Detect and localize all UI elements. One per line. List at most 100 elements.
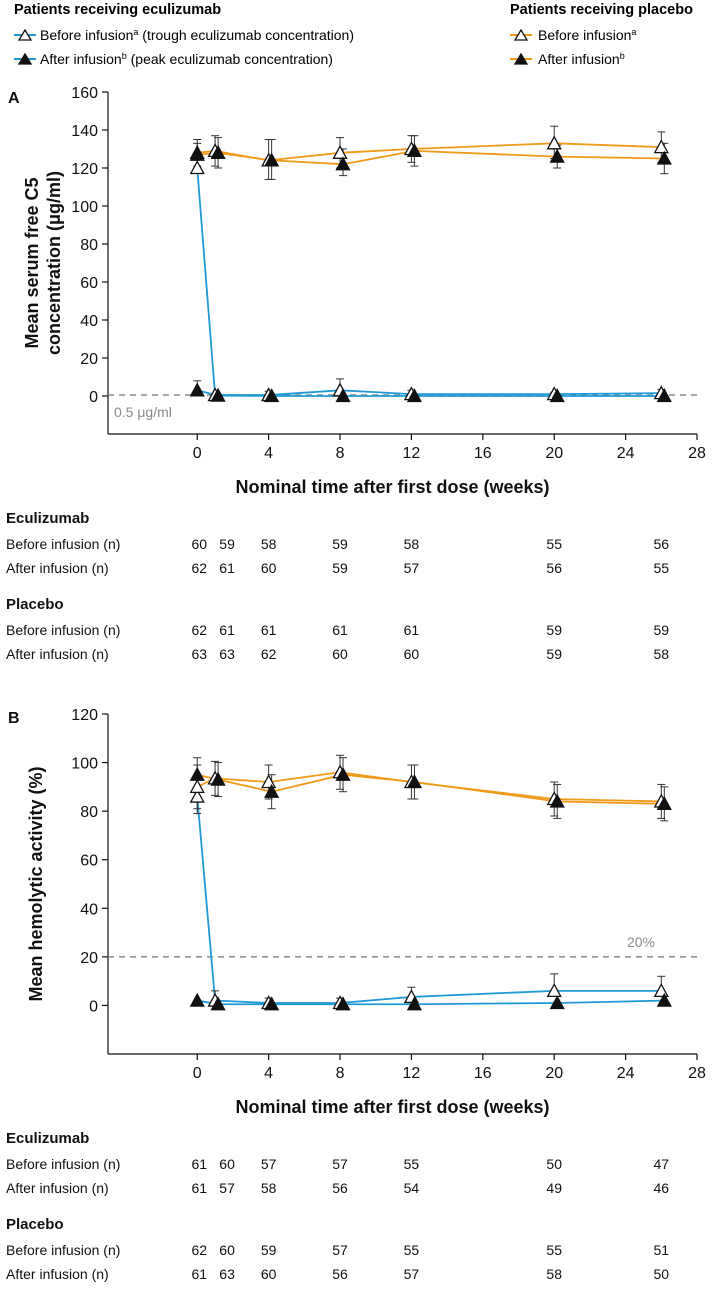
data-point-open-triangle xyxy=(189,160,205,175)
data-point-filled-triangle xyxy=(189,382,205,397)
table-cell: 62 xyxy=(191,1242,207,1258)
data-point-open-triangle xyxy=(546,135,562,150)
table-cell: 63 xyxy=(191,646,207,662)
data-point-filled-triangle xyxy=(406,143,423,158)
y-tick-label: 40 xyxy=(80,313,98,330)
reference-line-label: 20% xyxy=(627,934,655,950)
table-cell: 55 xyxy=(546,1242,562,1258)
legend-item-eculizumab-before: Before infusiona (trough eculizumab conc… xyxy=(14,27,354,43)
table-cell: 55 xyxy=(546,536,562,552)
table-cell: 54 xyxy=(404,1180,420,1196)
table-cell: 57 xyxy=(404,560,420,576)
table-row-label: After infusion (n) xyxy=(6,1180,109,1196)
table-cell: 50 xyxy=(654,1266,670,1282)
table-row-label: After infusion (n) xyxy=(6,1266,109,1282)
data-point-filled-triangle xyxy=(406,388,423,403)
table-cell: 57 xyxy=(261,1156,277,1172)
table-cell: 58 xyxy=(261,536,277,552)
data-point-filled-triangle xyxy=(210,771,226,786)
table-cell: 59 xyxy=(546,622,562,638)
table-cell: 60 xyxy=(261,1266,277,1282)
svg-text:After infusionb: After infusionb xyxy=(538,51,625,67)
table-row-label: Before infusion (n) xyxy=(6,1156,120,1172)
table-row: After infusion (n) 62 61 60 59 57 56 55 xyxy=(6,560,669,576)
legend-superscript: a xyxy=(631,27,636,37)
data-point-filled-triangle xyxy=(549,793,565,808)
table-cell: 58 xyxy=(404,536,420,552)
x-tick-label: 0 xyxy=(193,445,202,462)
reference-line-label: 0.5 μg/ml xyxy=(114,404,172,420)
table-cell: 60 xyxy=(404,646,420,662)
x-tick-label: 4 xyxy=(264,1065,273,1082)
table-cell: 59 xyxy=(654,622,670,638)
filled-triangle-icon xyxy=(17,52,33,65)
y-axis-title-line: concentration (μg/ml) xyxy=(44,171,64,355)
legend-item-placebo-before: Before infusiona xyxy=(510,27,636,43)
data-point-filled-triangle xyxy=(656,150,672,165)
table-row-label: After infusion (n) xyxy=(6,560,109,576)
table-cell: 61 xyxy=(191,1266,207,1282)
legend-label: After infusion xyxy=(40,51,122,67)
table-row-label: After infusion (n) xyxy=(6,646,109,662)
data-point-filled-triangle xyxy=(264,388,280,403)
x-tick-label: 4 xyxy=(264,445,273,462)
table-group-header: Eculizumab xyxy=(6,1130,89,1147)
table-cell: 56 xyxy=(546,560,562,576)
data-point-filled-triangle xyxy=(264,783,280,798)
x-axis-title: Nominal time after first dose (weeks) xyxy=(235,477,549,497)
x-tick-label: 16 xyxy=(474,445,492,462)
y-tick-label: 20 xyxy=(80,351,98,368)
svg-text:Before infusiona (trough eculi: Before infusiona (trough eculizumab conc… xyxy=(40,27,354,43)
y-tick-label: 120 xyxy=(71,161,98,178)
x-tick-label: 8 xyxy=(336,1065,345,1082)
table-cell: 56 xyxy=(332,1266,348,1282)
table-cell: 50 xyxy=(546,1156,562,1172)
legend-label-detail: (peak eculizumab concentration) xyxy=(127,51,333,67)
table-cell: 58 xyxy=(546,1266,562,1282)
table-cell: 58 xyxy=(654,646,670,662)
table-row: Before infusion (n) 60 59 58 59 58 55 56 xyxy=(6,536,669,552)
x-tick-label: 16 xyxy=(474,1065,492,1082)
chart-panel-a: A 0 20 40 60 80 100 120 140 160 0 4 8 12 16 20 24 28 Nomin… xyxy=(8,85,706,497)
open-triangle-icon xyxy=(17,28,33,41)
x-tick-label: 28 xyxy=(688,1065,706,1082)
table-cell: 46 xyxy=(654,1180,670,1196)
table-cell: 59 xyxy=(261,1242,277,1258)
data-point-filled-triangle xyxy=(549,148,565,163)
y-tick-label: 120 xyxy=(71,707,98,724)
table-cell: 61 xyxy=(219,622,235,638)
table-row: Before infusion (n) 62 60 59 57 55 55 51 xyxy=(6,1242,669,1258)
table-cell: 47 xyxy=(654,1156,670,1172)
svg-text:Before infusiona: Before infusiona xyxy=(538,27,636,43)
table-cell: 62 xyxy=(191,622,207,638)
data-point-open-triangle xyxy=(332,144,348,159)
y-tick-label: 100 xyxy=(71,199,98,216)
table-cell: 61 xyxy=(261,622,277,638)
y-tick-label: 60 xyxy=(80,853,98,870)
n-table-panel-a: Eculizumab Before infusion (n) 60 59 58 59 58 5… xyxy=(6,510,669,662)
x-axis-title: Nominal time after first dose (weeks) xyxy=(235,1097,549,1117)
y-tick-label: 60 xyxy=(80,275,98,292)
panel-label: B xyxy=(8,710,20,727)
data-point-filled-triangle xyxy=(264,152,280,167)
data-point-open-triangle xyxy=(653,139,669,154)
y-axis-title-line: Mean serum free C5 xyxy=(22,177,42,348)
y-tick-label: 80 xyxy=(80,237,98,254)
open-triangle-icon xyxy=(513,28,529,41)
table-cell: 56 xyxy=(654,536,670,552)
x-tick-label: 20 xyxy=(545,1065,563,1082)
table-row: After infusion (n) 61 57 58 56 54 49 46 xyxy=(6,1180,669,1196)
table-cell: 57 xyxy=(332,1156,348,1172)
table-cell: 61 xyxy=(191,1180,207,1196)
y-tick-label: 20 xyxy=(80,950,98,967)
legend: Patients receiving eculizumab Patients r… xyxy=(14,2,693,67)
y-axis-title-line: Mean hemolytic activity (%) xyxy=(26,766,46,1001)
table-cell: 62 xyxy=(191,560,207,576)
x-tick-label: 20 xyxy=(545,445,563,462)
y-tick-label: 80 xyxy=(80,804,98,821)
table-cell: 57 xyxy=(404,1266,420,1282)
table-cell: 49 xyxy=(546,1180,562,1196)
table-cell: 63 xyxy=(219,646,235,662)
data-point-filled-triangle xyxy=(549,388,565,403)
